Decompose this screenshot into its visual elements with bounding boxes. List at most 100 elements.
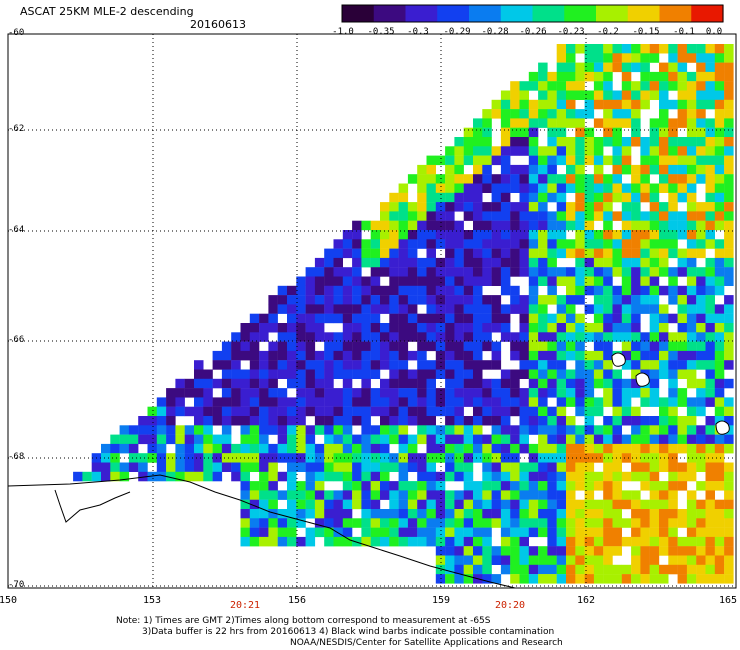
- wind-cell: [593, 313, 604, 324]
- wind-cell: [593, 81, 604, 91]
- wind-cell: [296, 285, 306, 296]
- wind-cell: [259, 518, 269, 528]
- wind-cell: [370, 313, 381, 324]
- wind-cell: [166, 388, 176, 398]
- wind-cell: [398, 462, 409, 472]
- wind-cell: [445, 406, 455, 417]
- wind-cell: [333, 313, 343, 324]
- wind-cell: [519, 443, 529, 454]
- wind-cell: [538, 350, 548, 361]
- wind-cell: [305, 499, 316, 510]
- wind-cell: [491, 360, 502, 370]
- wind-cell: [566, 471, 576, 482]
- wind-cell: [538, 527, 548, 538]
- wind-cell: [296, 369, 306, 379]
- wind-cell: [696, 90, 706, 100]
- wind-cell: [640, 332, 650, 342]
- wind-cell: [268, 499, 278, 510]
- wind-cell: [603, 564, 613, 575]
- wind-cell: [575, 443, 585, 454]
- wind-cell: [677, 81, 688, 91]
- wind-cell: [482, 239, 492, 249]
- wind-cell: [575, 564, 585, 575]
- wind-cell: [305, 536, 316, 547]
- wind-cell: [370, 527, 381, 538]
- wind-cell: [566, 397, 576, 407]
- wind-cell: [584, 220, 595, 231]
- wind-cell: [445, 332, 455, 342]
- wind-cell: [612, 443, 622, 454]
- wind-cell: [668, 220, 678, 231]
- wind-cell: [491, 248, 502, 259]
- wind-cell: [491, 555, 502, 565]
- wind-cell: [417, 230, 427, 240]
- wind-cell: [593, 332, 604, 342]
- wind-cell: [686, 527, 697, 538]
- wind-cell: [491, 304, 502, 314]
- wind-cell: [566, 313, 576, 324]
- wind-cell: [389, 416, 399, 426]
- wind-cell: [631, 416, 641, 426]
- wind-cell: [519, 230, 529, 240]
- wind-cell: [686, 220, 697, 231]
- wind-cell: [473, 211, 483, 221]
- wind-cell: [380, 248, 390, 259]
- wind-cell: [352, 332, 362, 342]
- wind-cell: [482, 137, 492, 147]
- wind-cell: [287, 397, 297, 407]
- wind-cell: [473, 425, 483, 435]
- wind-cell: [426, 406, 436, 417]
- wind-cell: [659, 285, 669, 296]
- wind-cell: [482, 146, 492, 156]
- wind-cell: [547, 350, 557, 361]
- wind-cell: [575, 499, 585, 510]
- wind-cell: [556, 406, 567, 417]
- wind-cell: [528, 81, 539, 91]
- wind-cell: [640, 183, 650, 193]
- wind-cell: [510, 202, 520, 212]
- wind-cell: [342, 490, 353, 500]
- wind-cell: [668, 332, 678, 342]
- wind-cell: [584, 481, 595, 491]
- wind-cell: [649, 434, 660, 445]
- wind-cell: [714, 164, 725, 175]
- wind-cell: [454, 295, 464, 305]
- wind-cell: [677, 546, 688, 556]
- wind-cell: [705, 183, 715, 193]
- wind-cell: [435, 192, 446, 203]
- wind-cell: [547, 313, 557, 324]
- wind-cell: [714, 555, 725, 565]
- wind-cell: [566, 248, 576, 259]
- wind-cell: [417, 434, 427, 445]
- wind-cell: [631, 518, 641, 528]
- wind-cell: [463, 564, 474, 575]
- wind-cell: [510, 295, 520, 305]
- wind-cell: [566, 453, 576, 463]
- wind-cell: [463, 183, 474, 193]
- wind-cell: [649, 499, 660, 510]
- wind-cell: [91, 471, 102, 482]
- wind-cell: [621, 416, 632, 426]
- wind-cell: [612, 462, 622, 472]
- wind-cell: [240, 481, 250, 491]
- wind-cell: [342, 350, 353, 361]
- wind-cell: [649, 90, 660, 100]
- wind-cell: [454, 462, 464, 472]
- wind-cell: [370, 490, 381, 500]
- wind-cell: [221, 462, 232, 472]
- wind-cell: [259, 425, 269, 435]
- wind-cell: [491, 239, 502, 249]
- wind-cell: [305, 341, 316, 352]
- wind-cell: [370, 453, 381, 463]
- wind-cell: [621, 44, 632, 54]
- wind-cell: [417, 276, 427, 286]
- wind-cell: [593, 350, 604, 361]
- wind-cell: [352, 248, 362, 259]
- wind-cell: [268, 471, 278, 482]
- wind-cell: [398, 360, 409, 370]
- wind-cell: [352, 360, 362, 370]
- wind-cell: [705, 90, 715, 100]
- wind-cell: [603, 323, 613, 333]
- wind-cell: [556, 555, 567, 565]
- wind-cell: [445, 257, 455, 268]
